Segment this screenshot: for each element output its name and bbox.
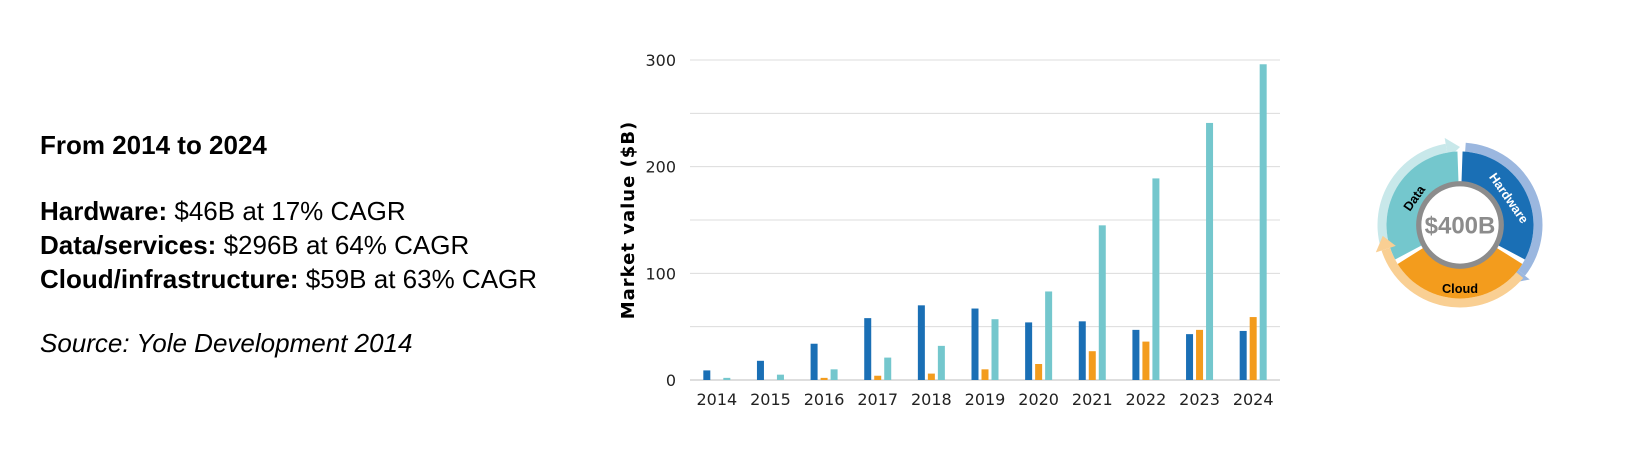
summary-lines: Hardware: $46B at 17% CAGR Data/services… (40, 194, 537, 296)
bar (830, 369, 838, 380)
y-axis-label: Market value ($B) (620, 121, 639, 320)
bar (917, 305, 925, 380)
ring-label-cloud: Cloud (1442, 281, 1478, 296)
y-tick-label: 300 (645, 51, 676, 70)
bar (884, 357, 892, 380)
y-tick-label: 200 (645, 158, 676, 177)
y-tick-label: 0 (666, 371, 676, 390)
bar (810, 343, 818, 380)
bar (1196, 329, 1204, 380)
ring-arrow-head-cloud (1375, 235, 1396, 253)
bar (1045, 291, 1053, 380)
summary-line-label: Data/services: (40, 230, 217, 260)
x-tick-label: 2016 (804, 390, 845, 409)
bar (874, 375, 882, 380)
x-tick-label: 2023 (1179, 390, 1220, 409)
bar (1035, 364, 1043, 380)
bar (991, 319, 999, 380)
summary-line-label: Cloud/infrastructure: (40, 264, 299, 294)
x-tick-label: 2022 (1126, 390, 1167, 409)
summary-panel: From 2014 to 2024 Hardware: $46B at 17% … (40, 128, 537, 360)
x-tick-label: 2019 (965, 390, 1006, 409)
bar (971, 308, 979, 380)
x-tick-label: 2017 (857, 390, 898, 409)
bar (937, 345, 945, 380)
bar (1206, 122, 1214, 380)
bar (1259, 64, 1267, 380)
bar (864, 318, 872, 380)
bar (776, 374, 784, 380)
bar (1249, 317, 1257, 380)
bar (723, 377, 731, 380)
summary-line-hardware: Hardware: $46B at 17% CAGR (40, 194, 537, 228)
ring-outer-arrow-cloud (1381, 247, 1524, 308)
bar (981, 369, 989, 380)
ring-segment-cloud (1397, 247, 1523, 299)
x-tick-label: 2018 (911, 390, 952, 409)
x-tick-label: 2024 (1233, 390, 1274, 409)
x-tick-label: 2014 (696, 390, 737, 409)
source-note: Source: Yole Development 2014 (40, 328, 413, 358)
ring-outer-arrow-hardware (1465, 142, 1543, 276)
bar (1186, 334, 1194, 380)
bar (1132, 329, 1140, 380)
bar (1142, 341, 1150, 380)
ring-center-label: $400B (1425, 212, 1496, 239)
summary-line-label: Hardware: (40, 196, 168, 226)
summary-line-cloud: Cloud/infrastructure: $59B at 63% CAGR (40, 262, 537, 296)
x-tick-label: 2020 (1018, 390, 1059, 409)
bar (703, 370, 711, 380)
bar (756, 360, 764, 380)
summary-line-text: $296B at 64% CAGR (216, 230, 470, 260)
bar (1078, 321, 1086, 380)
summary-line-text: $59B at 63% CAGR (298, 264, 538, 294)
market-value-bar-chart: 0 100 200 300 Market value ($B) 2014 2015 2016 2… (620, 51, 1280, 409)
bar (927, 373, 935, 380)
x-tick-label: 2015 (750, 390, 791, 409)
ring-center-circle (1416, 181, 1504, 269)
bar (1152, 178, 1160, 380)
summary-line-data: Data/services: $296B at 64% CAGR (40, 228, 537, 262)
summary-line-text: $46B at 17% CAGR (167, 196, 406, 226)
bar (1025, 322, 1033, 380)
bar (820, 377, 828, 380)
bar (1088, 351, 1096, 380)
summary-heading: From 2014 to 2024 (40, 130, 267, 160)
x-tick-label: 2021 (1072, 390, 1113, 409)
bar (1098, 225, 1106, 380)
y-tick-label: 100 (645, 264, 676, 283)
bar (1239, 330, 1247, 380)
